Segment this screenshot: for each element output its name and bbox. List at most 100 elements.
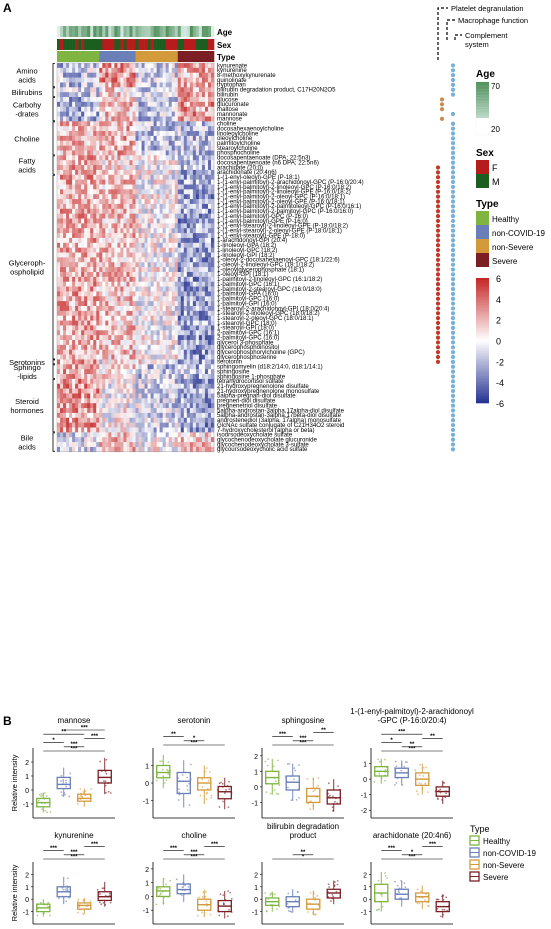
- heat-cell: [105, 364, 109, 370]
- heat-cell: [198, 82, 203, 88]
- heat-cell: [108, 101, 112, 108]
- heat-cell: [180, 296, 185, 302]
- heat-cell: [75, 340, 79, 346]
- heat-cell: [87, 296, 91, 302]
- heat-cell: [168, 310, 173, 317]
- heat-cell: [183, 228, 188, 234]
- pathway-dot: [435, 179, 441, 185]
- heat-cell: [189, 393, 194, 399]
- heat-cell: [69, 432, 73, 438]
- heat-cell: [204, 247, 209, 253]
- heat-cell: [138, 242, 142, 248]
- heat-cell: [90, 393, 94, 399]
- heat-cell: [159, 208, 163, 214]
- heat-cell: [141, 281, 145, 287]
- heat-cell: [63, 320, 67, 326]
- heat-cell: [117, 446, 121, 453]
- pathway-dot: [450, 379, 456, 384]
- heat-cell: [195, 160, 200, 166]
- heat-cell: [192, 63, 197, 69]
- heat-cell: [120, 359, 124, 365]
- heat-cell: [96, 150, 100, 156]
- age-gradient-step: [476, 98, 489, 101]
- boxplot-point: [155, 779, 158, 782]
- sex-cell: [192, 39, 197, 50]
- heat-cell: [102, 97, 106, 103]
- heat-cell: [93, 320, 97, 326]
- heat-cell: [138, 306, 142, 312]
- heat-cell: [150, 301, 154, 307]
- heat-cell: [159, 412, 163, 419]
- heat-cell: [174, 315, 179, 321]
- heat-cell: [171, 213, 176, 219]
- heat-cell: [78, 228, 82, 234]
- scale-step: [476, 390, 489, 393]
- heat-cell: [123, 344, 127, 351]
- boxplot-point: [225, 789, 227, 791]
- heat-cell: [195, 344, 200, 351]
- heat-cell: [171, 393, 176, 399]
- heat-cell: [174, 403, 179, 409]
- heat-cell: [156, 364, 160, 370]
- heat-cell: [114, 286, 118, 292]
- heat-cell: [120, 344, 124, 351]
- row-label: 1-(1-enyl-palmitoyl)-2-arachidonoyl-GPC …: [217, 179, 364, 186]
- heat-cell: [75, 155, 79, 161]
- row-label: 1-linoleoyl-GPC (18:2): [217, 247, 277, 254]
- heat-cell: [60, 116, 64, 122]
- heat-cell: [117, 330, 121, 336]
- age-gradient-step: [476, 96, 489, 98]
- heat-cell: [153, 286, 157, 292]
- heat-cell: [186, 72, 191, 78]
- heat-cell: [72, 417, 76, 423]
- heat-cell: [102, 106, 106, 112]
- heat-cell: [93, 354, 97, 360]
- heat-cell: [162, 354, 166, 360]
- heat-cell: [63, 194, 67, 200]
- heat-cell: [150, 281, 154, 287]
- heat-cell: [183, 97, 188, 103]
- heat-cell: [183, 203, 188, 210]
- boxplot-point: [79, 787, 82, 790]
- heat-cell: [111, 296, 115, 302]
- heat-cell: [72, 412, 76, 419]
- heat-cell: [177, 267, 182, 273]
- heat-cell: [57, 208, 61, 214]
- heat-cell: [192, 403, 197, 409]
- heat-cell: [90, 325, 94, 331]
- heat-cell: [210, 398, 215, 404]
- heat-cell: [201, 101, 206, 108]
- heat-cell: [120, 194, 124, 200]
- heat-cell: [165, 145, 170, 151]
- heat-cell: [180, 203, 185, 210]
- sex-cell: [174, 39, 179, 50]
- boxplot-point: [224, 792, 226, 795]
- heat-cell: [81, 301, 85, 307]
- heat-cell: [117, 228, 121, 234]
- pathway-dot: [435, 184, 441, 190]
- boxplot-point: [384, 768, 387, 771]
- heat-cell: [165, 247, 170, 253]
- boxplot-ytick-label: 2: [254, 754, 258, 761]
- heat-cell: [201, 354, 206, 360]
- heat-cell: [174, 306, 179, 312]
- row-label: androstenediol (3alpha, 17alpha) monosul…: [217, 417, 342, 424]
- heat-cell: [96, 242, 100, 248]
- heat-cell: [87, 111, 91, 117]
- heat-cell: [195, 378, 200, 385]
- group-label: acids: [18, 443, 36, 452]
- heat-cell: [180, 87, 185, 93]
- heat-cell: [111, 87, 115, 93]
- heat-cell: [153, 97, 157, 103]
- heat-cell: [192, 291, 197, 297]
- heat-cell: [138, 135, 142, 142]
- heat-cell: [126, 135, 130, 142]
- heat-cell: [114, 369, 118, 375]
- heat-cell: [60, 174, 64, 180]
- heat-cell: [66, 165, 70, 171]
- heat-cell: [99, 403, 103, 409]
- heat-cell: [60, 262, 64, 268]
- heat-cell: [156, 184, 160, 190]
- heat-cell: [207, 145, 212, 151]
- heat-cell: [132, 398, 136, 404]
